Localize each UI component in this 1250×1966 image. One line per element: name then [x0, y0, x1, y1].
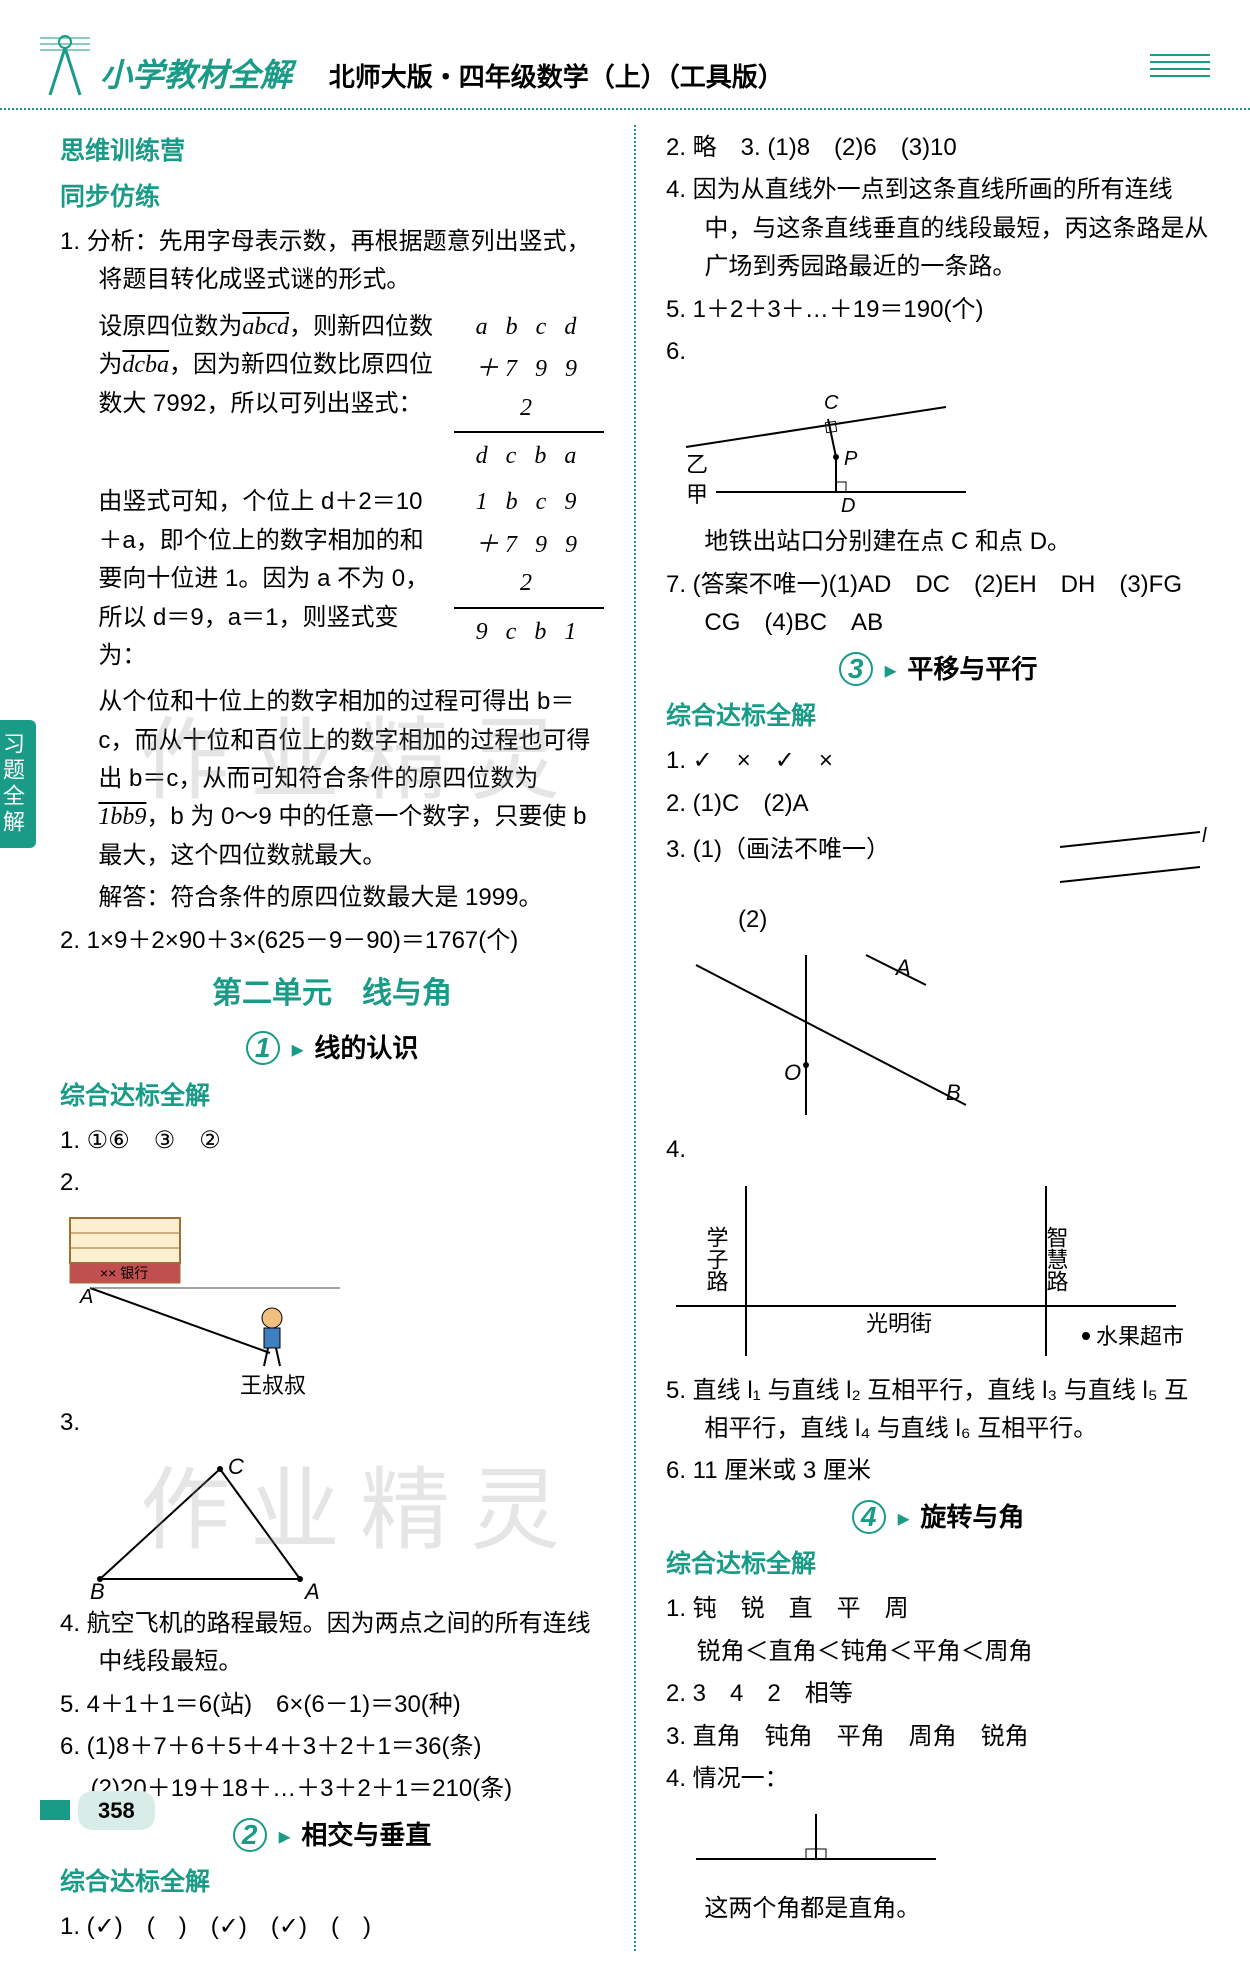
q1-answer: 解答：符合条件的原四位数最大是 1999。: [60, 879, 604, 917]
heading-zonghe-4: 综合达标全解: [666, 1544, 1210, 1584]
eq2-top: 1 b c 9: [474, 483, 584, 521]
left-column: 思维训练营 同步仿练 1. 分析：先用字母表示数，再根据题意列出竖式，将题目转化…: [60, 125, 604, 1951]
left-check: 1. (✓) ( ) (✓) (✓) ( ): [60, 1908, 604, 1946]
right-column: 2. 略 3. (1)8 (2)6 (3)10 4. 因为从直线外一点到这条直线…: [666, 125, 1210, 1951]
sec1-title: 线的认识: [314, 1033, 418, 1063]
q1-lead: 分析：先用字母表示数，再根据题意列出竖式，将题目转化成竖式谜的形式。: [87, 228, 591, 293]
header-stripes-icon: [1150, 50, 1210, 80]
svg-text:D: D: [841, 495, 855, 517]
q1-label: 1.: [60, 228, 80, 255]
sec4-title: 旋转与角: [920, 1502, 1024, 1532]
eq2-mid: ＋7 9 9 2: [474, 526, 584, 603]
left-q2-label: 2.: [60, 1164, 604, 1202]
r4: 4. 因为从直线外一点到这条直线所画的所有连线中，与这条直线垂直的线段最短，丙这…: [666, 171, 1210, 286]
svg-text:水果超市: 水果超市: [1096, 1324, 1184, 1349]
svg-text:光明街: 光明街: [866, 1311, 932, 1336]
section-3: 3▸ 平移与平行: [666, 649, 1210, 691]
svg-text:乙: 乙: [686, 452, 708, 477]
sec1-num: 1: [246, 1031, 280, 1065]
column-divider: [634, 125, 636, 1951]
svg-text:甲: 甲: [686, 482, 708, 507]
svg-text:O: O: [784, 1060, 801, 1085]
r6-note: 地铁出站口分别建在点 C 和点 D。: [666, 523, 1210, 561]
rq44-note: 这两个角都是直角。: [666, 1890, 1210, 1928]
eq1-top: a b c d: [474, 308, 584, 346]
header-title-main: 小学教材全解: [100, 50, 292, 101]
page-footer: 358: [40, 1791, 155, 1830]
q1-text-e: 从个位和十位上的数字相加的过程可得出 b＝c，而从十位和百位上的数字相加的过程也…: [60, 683, 604, 875]
section-1: 1▸ 线的认识: [60, 1028, 604, 1070]
svg-text:P: P: [844, 448, 858, 470]
rq3-2: (2): [666, 901, 1210, 939]
sec3-title: 平移与平行: [907, 654, 1037, 684]
r5: 5. 1＋2＋3＋…＋19＝190(个): [666, 291, 1210, 329]
svg-text:B: B: [946, 1080, 961, 1105]
left-q5: 5. 4＋1＋1＝6(站) 6×(6－1)＝30(种): [60, 1686, 604, 1724]
diagram-bank: ×× 银行 A 王叔叔: [60, 1208, 604, 1398]
diagram-parallel-lines: l: [1050, 827, 1210, 897]
unit-2-title: 第二单元 线与角: [60, 970, 604, 1018]
left-q3-label: 3.: [60, 1404, 604, 1442]
equation-2: 1 b c 9 ＋7 9 9 2 9 c b 1: [454, 479, 604, 655]
compass-icon: [40, 30, 90, 100]
q2: 2. 1×9＋2×90＋3×(625－9－90)＝1767(个): [60, 922, 604, 960]
rq6: 6. 11 厘米或 3 厘米: [666, 1452, 1210, 1490]
diagram-perpendicular: P C 乙 甲 D: [666, 377, 1210, 517]
r2: 2. 略 3. (1)8 (2)6 (3)10: [666, 129, 1210, 167]
page-header: 小学教材全解 北师大版・四年级数学（上）（工具版）: [0, 0, 1250, 110]
sec2-title: 相交与垂直: [301, 1820, 431, 1850]
svg-text:C: C: [228, 1454, 244, 1479]
svg-text:A: A: [303, 1579, 320, 1599]
rq4-label: 4.: [666, 1131, 1210, 1169]
header-title-sub: 北师大版・四年级数学（上）（工具版）: [329, 57, 784, 99]
rq1: 1. ✓ × ✓ ×: [666, 742, 1210, 780]
eq2-bot: 9 c b 1: [474, 613, 584, 651]
sec2-num: 2: [233, 1818, 267, 1852]
rq5: 5. 直线 l₁ 与直线 l₂ 互相平行，直线 l₃ 与直线 l₅ 互相平行，直…: [666, 1372, 1210, 1449]
label-wang: 王叔叔: [240, 1373, 306, 1398]
diagram-streets: 学子路 智慧路 光明街 水果超市: [666, 1176, 1210, 1366]
svg-text:×× 银行: ×× 银行: [100, 1265, 148, 1281]
diagram-right-angles: [666, 1804, 1210, 1884]
heading-zonghe-1: 综合达标全解: [60, 1076, 604, 1116]
left-q1: 1. ①⑥ ③ ②: [60, 1122, 604, 1160]
heading-siwei: 思维训练营: [60, 131, 604, 171]
rq2: 2. (1)C (2)A: [666, 785, 1210, 823]
svg-text:B: B: [90, 1579, 105, 1599]
heading-zonghe-2: 综合达标全解: [60, 1862, 604, 1902]
left-q6a: 6. (1)8＋7＋6＋5＋4＋3＋2＋1＝36(条): [60, 1728, 604, 1766]
svg-text:学子路: 学子路: [704, 1226, 729, 1292]
side-tab: 习题全解: [0, 720, 36, 848]
diagram-triangle: B A C: [60, 1449, 604, 1599]
content-area: 思维训练营 同步仿练 1. 分析：先用字母表示数，再根据题意列出竖式，将题目转化…: [0, 110, 1250, 1966]
r7: 7. (答案不唯一)(1)AD DC (2)EH DH (3)FG CG (4)…: [666, 566, 1210, 643]
svg-text:智慧路: 智慧路: [1044, 1226, 1069, 1292]
rq43: 3. 直角 钝角 平角 周角 锐角: [666, 1718, 1210, 1756]
rq44: 4. 情况一：: [666, 1760, 1210, 1798]
sec4-num: 4: [852, 1500, 886, 1534]
eq1-mid: ＋7 9 9 2: [474, 350, 584, 427]
q1-analysis: 1. 分析：先用字母表示数，再根据题意列出竖式，将题目转化成竖式谜的形式。: [60, 223, 604, 300]
heading-tongbu: 同步仿练: [60, 177, 604, 217]
eq1-bot: d c b a: [474, 437, 584, 475]
svg-text:l: l: [1202, 827, 1207, 847]
heading-zonghe-3: 综合达标全解: [666, 696, 1210, 736]
equation-1: a b c d ＋7 9 9 2 d c b a: [454, 304, 604, 480]
r6-label: 6.: [666, 333, 1210, 371]
page-number: 358: [78, 1791, 155, 1830]
section-4: 4▸ 旋转与角: [666, 1497, 1210, 1539]
rq41b: 锐角＜直角＜钝角＜平角＜周角: [666, 1633, 1210, 1671]
svg-text:C: C: [824, 392, 839, 414]
diagram-angle-aob: A O B: [666, 945, 1210, 1125]
sec3-num: 3: [839, 652, 873, 686]
rq41: 1. 钝 锐 直 平 周: [666, 1590, 1210, 1628]
rq42: 2. 3 4 2 相等: [666, 1675, 1210, 1713]
left-q4: 4. 航空飞机的路程最短。因为两点之间的所有连线中线段最短。: [60, 1605, 604, 1682]
footer-bar-icon: [40, 1800, 70, 1820]
